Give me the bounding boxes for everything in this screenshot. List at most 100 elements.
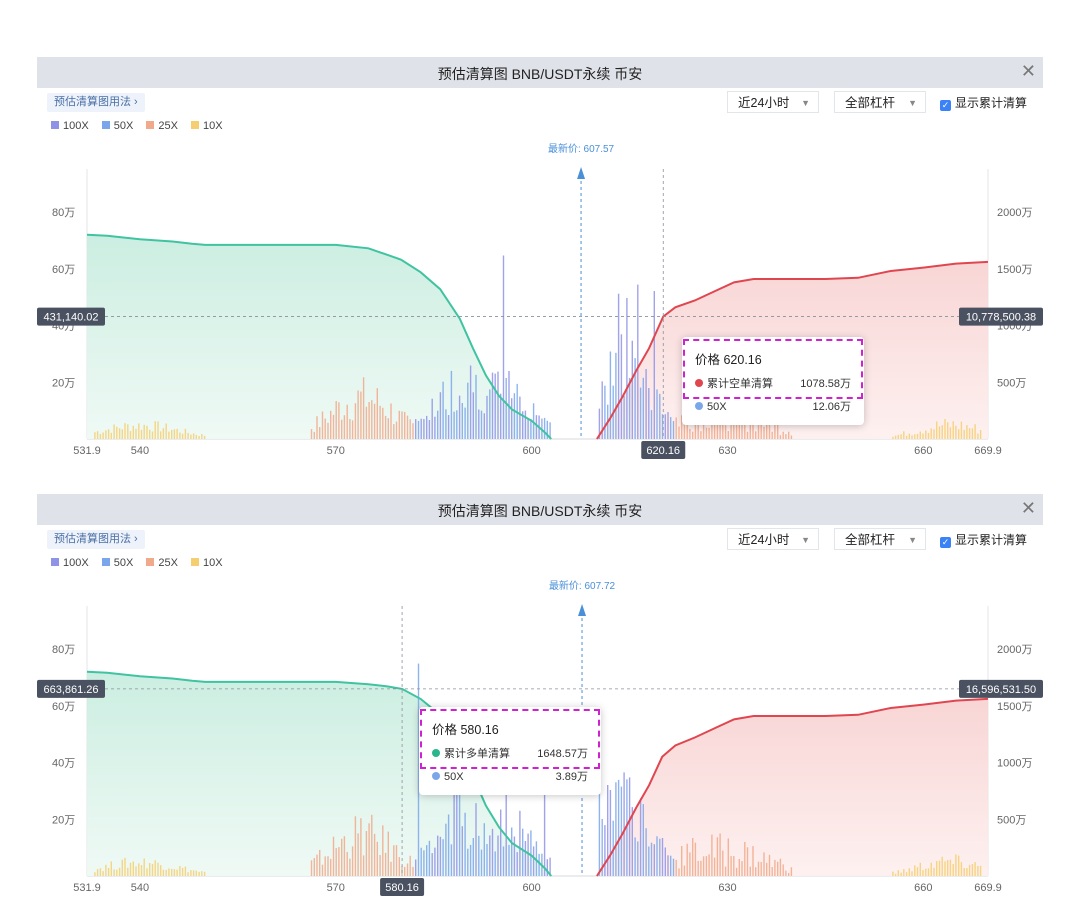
liquidation-bar <box>678 426 680 439</box>
legend-item-10x[interactable]: 10X <box>191 557 223 569</box>
cumulative-toggle[interactable]: ✓ 显示累计清算 <box>940 531 1027 548</box>
liquidation-bar <box>667 412 669 439</box>
liquidation-bar <box>916 433 919 439</box>
liquidation-bar <box>140 429 143 439</box>
liquidation-bar <box>949 859 952 876</box>
liquidation-bar <box>763 426 765 439</box>
cumulative-toggle[interactable]: ✓ 显示累计清算 <box>940 94 1027 111</box>
liquidation-bar <box>409 419 411 439</box>
checkbox-checked-icon[interactable]: ✓ <box>940 537 951 548</box>
liquidation-bar <box>467 848 469 876</box>
liquidation-bar <box>532 846 535 876</box>
liquidation-bar <box>615 782 617 876</box>
liquidation-bar <box>192 870 195 876</box>
time-range-dropdown[interactable]: 近24小时 ▼ <box>727 528 819 550</box>
liquidation-bar <box>434 847 436 876</box>
time-range-dropdown[interactable]: 近24小时 ▼ <box>727 91 819 113</box>
liquidation-bar <box>431 398 433 439</box>
liquidation-bar <box>527 833 529 876</box>
liquidation-bar <box>376 841 378 876</box>
liquidation-bar <box>755 431 757 439</box>
legend-item-25x[interactable]: 25X <box>146 557 178 569</box>
liquidation-bar <box>678 868 680 876</box>
liquidation-bar <box>977 866 979 876</box>
short-cumulative-line <box>596 697 989 877</box>
liquidation-chart-panel: 预估清算图 BNB/USDT永续 币安 ✕ 预估清算图用法 › 近24小时 ▼ … <box>37 57 1043 465</box>
liquidation-bar <box>184 428 187 439</box>
liquidation-bar <box>601 381 603 439</box>
liquidation-bar <box>916 867 919 876</box>
liquidation-bar <box>165 423 167 439</box>
panel-title: 预估清算图 BNB/USDT永续 币安 <box>437 66 643 82</box>
liquidation-bar <box>508 844 510 876</box>
liquidation-bar <box>415 419 417 439</box>
close-icon[interactable]: ✕ <box>1020 498 1036 518</box>
liquidation-bar <box>346 851 348 876</box>
tooltip-cumulative-label: 累计空单清算 <box>707 378 773 390</box>
crosshair-price-marker: 620.16 <box>641 441 686 459</box>
liquidation-bar <box>711 420 713 439</box>
liquidation-bar <box>409 855 411 876</box>
liquidation-bar <box>675 859 677 876</box>
liquidation-bar <box>661 838 664 876</box>
liquidation-bar <box>763 852 765 876</box>
liquidation-bar <box>659 838 661 876</box>
liquidation-bar <box>774 859 776 876</box>
howto-link[interactable]: 预估清算图用法 › <box>47 530 145 549</box>
liquidation-bar <box>415 859 417 876</box>
liquidation-bar <box>727 431 729 439</box>
liquidation-bar <box>140 865 143 876</box>
checkbox-checked-icon[interactable]: ✓ <box>940 100 951 111</box>
long-cumulative-line <box>86 233 552 440</box>
legend-label: 50X <box>113 557 134 569</box>
liquidation-bar <box>749 423 751 439</box>
liquidation-bar <box>327 422 329 439</box>
liquidation-bar <box>502 846 505 876</box>
liquidation-bar <box>532 403 535 439</box>
x-tick-label: 570 <box>327 445 345 457</box>
liquidation-bars <box>94 663 982 876</box>
legend-item-100x[interactable]: 100X <box>51 557 89 569</box>
liquidation-bar <box>505 378 507 439</box>
liquidation-chart-panel: 预估清算图 BNB/USDT永续 币安 ✕ 预估清算图用法 › 近24小时 ▼ … <box>37 494 1043 902</box>
liquidation-bar <box>181 433 184 439</box>
liquidation-bar <box>423 850 425 876</box>
liquidation-bar <box>933 867 935 876</box>
liquidation-chart[interactable]: 最新价: 607.5720万40万60万80万500万1000万1500万200… <box>37 57 1043 465</box>
liquidation-chart[interactable]: 最新价: 607.72 20万 40万 60万 80万 500万 1000万 1500万 200… <box>37 494 1043 902</box>
liquidation-bar <box>911 871 913 876</box>
legend-item-25x[interactable]: 25X <box>146 120 178 132</box>
liquidation-bar <box>908 433 910 439</box>
liquidation-bar <box>99 868 102 876</box>
liquidation-bar <box>99 433 102 439</box>
liquidation-bar <box>908 868 910 876</box>
legend-item-50x[interactable]: 50X <box>101 120 133 132</box>
legend-item-100x[interactable]: 100X <box>51 120 89 132</box>
series-dot <box>695 402 703 410</box>
close-icon[interactable]: ✕ <box>1020 61 1036 81</box>
liquidation-bar <box>601 819 603 876</box>
panel-title: 预估清算图 BNB/USDT永续 币安 <box>437 503 643 519</box>
liquidation-bar <box>900 434 902 439</box>
liquidation-bar <box>609 790 612 876</box>
x-tick-label: 531.9 <box>73 882 101 894</box>
marker-box <box>959 679 1043 698</box>
liquidation-bar <box>447 814 450 876</box>
y-tick-label-right: 500万 <box>997 377 1026 389</box>
legend-item-10x[interactable]: 10X <box>191 120 223 132</box>
liquidation-bar <box>936 421 938 439</box>
liquidation-bar <box>664 847 666 876</box>
legend-label: 100X <box>63 557 89 569</box>
liquidation-bar <box>905 872 908 876</box>
legend-swatch <box>146 558 155 566</box>
legend-item-50x[interactable]: 50X <box>101 557 134 569</box>
right-marker-label: 16,596,531.50 <box>966 684 1036 696</box>
liquidation-bar <box>941 425 943 439</box>
leverage-dropdown[interactable]: 全部杠杆 ▼ <box>834 528 926 550</box>
liquidation-bar <box>681 846 683 876</box>
liquidation-bar <box>335 848 337 876</box>
leverage-dropdown[interactable]: 全部杠杆 ▼ <box>834 91 926 113</box>
howto-link[interactable]: 预估清算图用法 › <box>47 93 145 112</box>
liquidation-bar <box>107 429 110 439</box>
liquidation-bar <box>341 419 343 439</box>
